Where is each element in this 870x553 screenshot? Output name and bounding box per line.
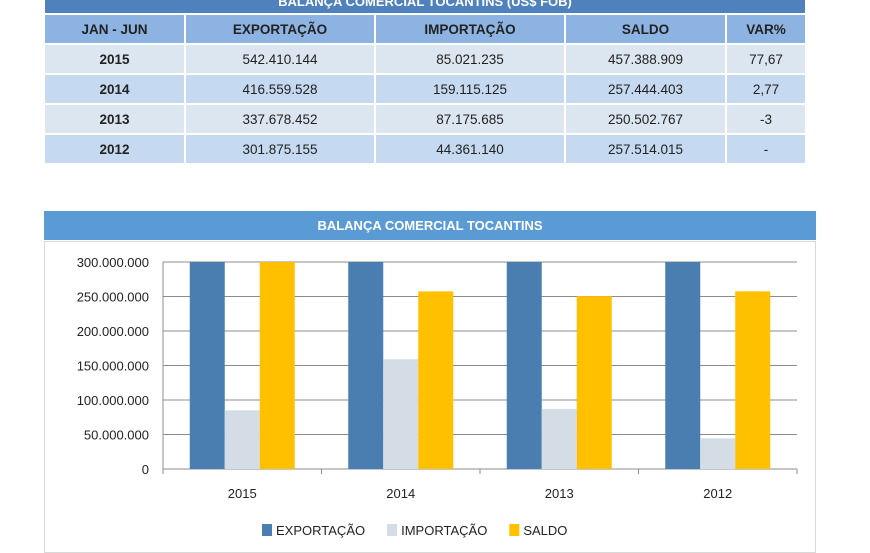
y-tick-label: 200.000.000 xyxy=(77,324,149,339)
header-balance: SALDO xyxy=(566,15,725,43)
cell-export: 337.678.452 xyxy=(186,105,374,133)
cell-var: - xyxy=(727,135,805,163)
y-tick-label: 50.000.000 xyxy=(84,428,149,443)
x-tick-label: 2012 xyxy=(703,486,732,501)
header-export: EXPORTAÇÃO xyxy=(186,15,374,43)
chart-title: BALANÇA COMERCIAL TOCANTINS xyxy=(44,211,816,240)
cell-var: -3 xyxy=(727,105,805,133)
table-row: 2012 301.875.155 44.361.140 257.514.015 … xyxy=(45,135,805,163)
cell-balance: 257.514.015 xyxy=(566,135,725,163)
legend-swatch xyxy=(387,524,398,536)
legend-label: SALDO xyxy=(523,523,567,538)
bar-importação xyxy=(700,438,736,469)
y-tick-label: 250.000.000 xyxy=(77,290,149,305)
table-title: BALANÇA COMERCIAL TOCANTINS (US$ FOB) xyxy=(45,0,805,13)
bar-importação xyxy=(383,359,419,469)
cell-export: 542.410.144 xyxy=(186,45,374,73)
x-tick-label: 2013 xyxy=(545,486,574,501)
cell-import: 159.115.125 xyxy=(376,75,564,103)
legend-swatch xyxy=(262,524,272,536)
cell-year: 2015 xyxy=(45,45,184,73)
header-period: JAN - JUN xyxy=(45,15,184,43)
bar-exportação xyxy=(348,262,384,469)
cell-year: 2014 xyxy=(45,75,184,103)
bar-saldo xyxy=(259,262,295,469)
y-tick-label: 150.000.000 xyxy=(77,359,149,374)
bar-exportação xyxy=(506,262,542,469)
x-tick-label: 2014 xyxy=(386,486,415,501)
cell-balance: 257.444.403 xyxy=(566,75,725,103)
y-tick-label: 0 xyxy=(142,462,149,477)
cell-balance: 250.502.767 xyxy=(566,105,725,133)
bar-saldo xyxy=(418,291,454,469)
bar-importação xyxy=(541,408,577,469)
table-row: 2013 337.678.452 87.175.685 250.502.767 … xyxy=(45,105,805,133)
table-row: 2014 416.559.528 159.115.125 257.444.403… xyxy=(45,75,805,103)
cell-import: 85.021.235 xyxy=(376,45,564,73)
cell-import: 44.361.140 xyxy=(376,135,564,163)
legend-label: IMPORTAÇÃO xyxy=(401,523,487,538)
table-row: 2015 542.410.144 85.021.235 457.388.909 … xyxy=(45,45,805,73)
cell-import: 87.175.685 xyxy=(376,105,564,133)
cell-balance: 457.388.909 xyxy=(566,45,725,73)
cell-var: 77,67 xyxy=(727,45,805,73)
table-header-row: JAN - JUN EXPORTAÇÃO IMPORTAÇÃO SALDO VA… xyxy=(45,15,805,43)
bar-exportação xyxy=(189,262,225,469)
legend-swatch xyxy=(509,524,520,536)
y-tick-label: 300.000.000 xyxy=(77,255,149,270)
cell-var: 2,77 xyxy=(727,75,805,103)
trade-balance-table: JAN - JUN EXPORTAÇÃO IMPORTAÇÃO SALDO VA… xyxy=(43,13,807,165)
cell-export: 416.559.528 xyxy=(186,75,374,103)
bar-saldo xyxy=(576,296,612,469)
bar-importação xyxy=(224,410,260,469)
bar-exportação xyxy=(665,262,701,469)
legend-label: EXPORTAÇÃO xyxy=(276,523,365,538)
y-tick-label: 100.000.000 xyxy=(77,393,149,408)
bar-saldo xyxy=(735,291,771,469)
cell-export: 301.875.155 xyxy=(186,135,374,163)
header-import: IMPORTAÇÃO xyxy=(376,15,564,43)
cell-year: 2013 xyxy=(45,105,184,133)
header-var: VAR% xyxy=(727,15,805,43)
x-tick-label: 2015 xyxy=(228,486,257,501)
cell-year: 2012 xyxy=(45,135,184,163)
